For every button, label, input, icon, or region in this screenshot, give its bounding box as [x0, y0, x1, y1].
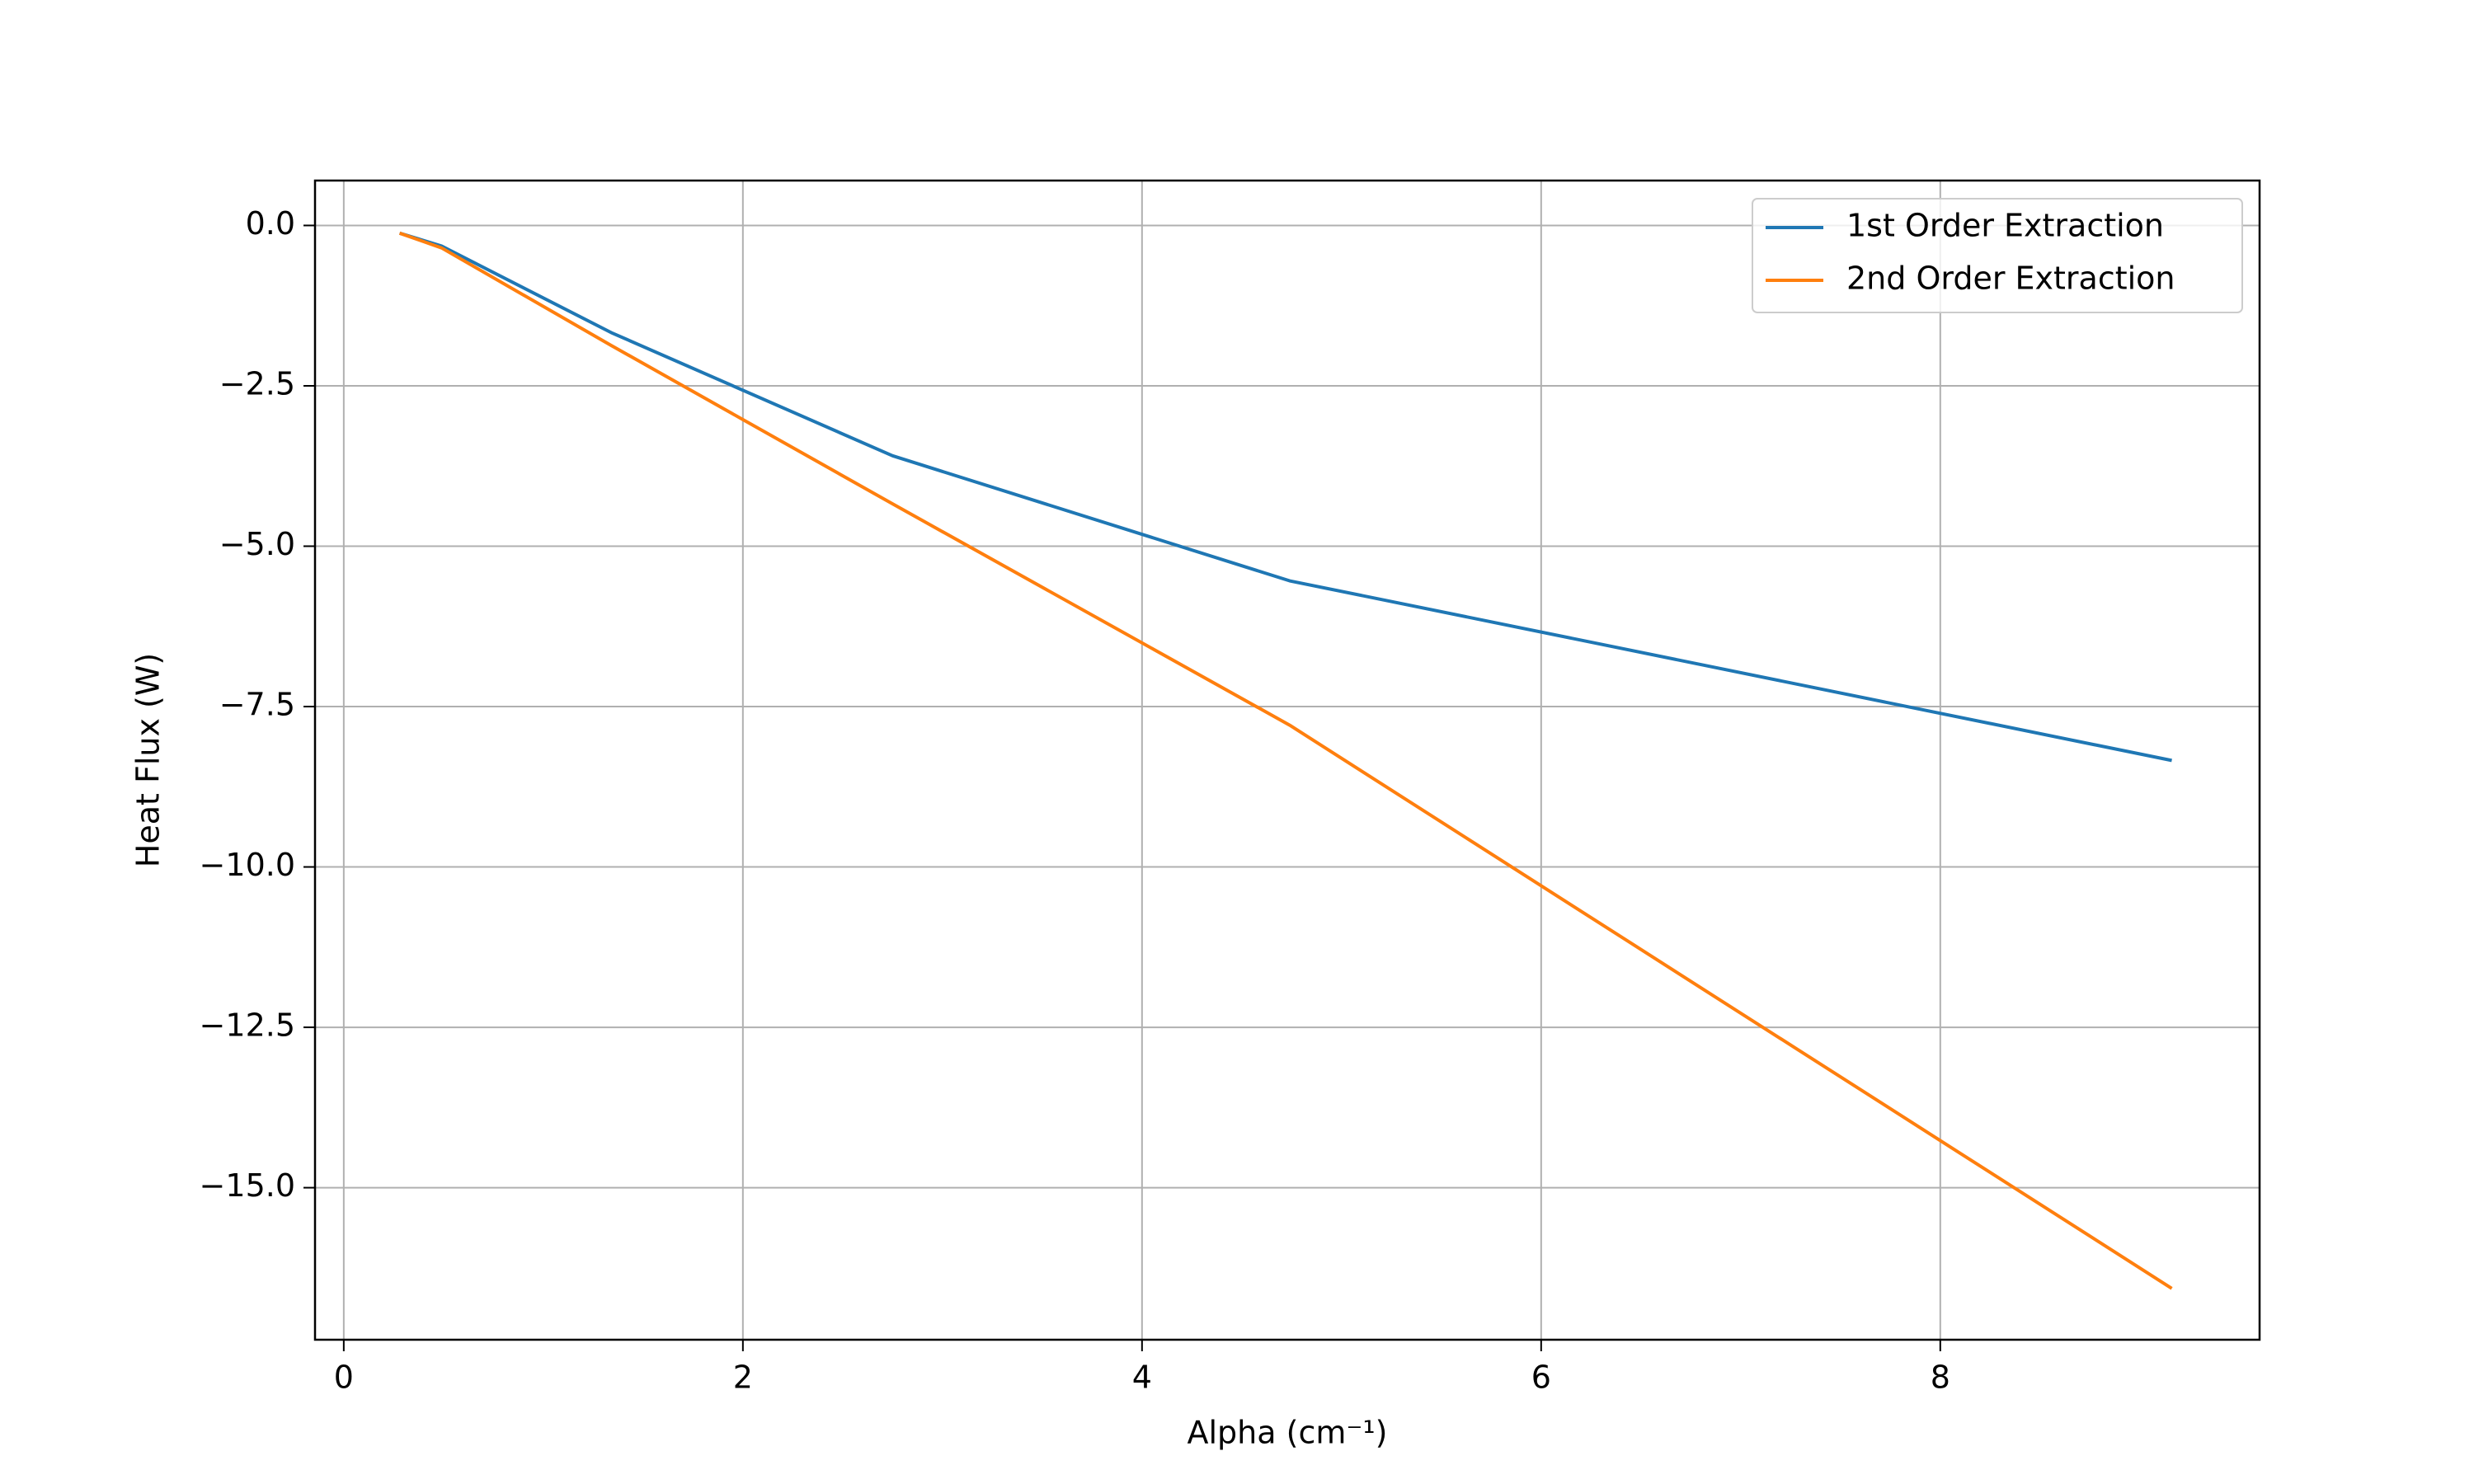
legend: 1st Order Extraction 2nd Order Extraction	[1752, 198, 2243, 313]
axes-frame	[313, 179, 2261, 1341]
y-tick-label: −12.5	[200, 1007, 295, 1044]
legend-label: 1st Order Extraction	[1846, 208, 2164, 244]
legend-box	[1752, 198, 2243, 313]
series-line	[398, 231, 2173, 1290]
y-tick-label: −2.5	[219, 365, 295, 402]
y-tick-label: −7.5	[219, 687, 295, 723]
y-tick-label: −5.0	[219, 526, 295, 562]
y-axis-label: Heat Flux (W)	[130, 653, 167, 868]
x-axis-label: Alpha (cm⁻¹)	[1188, 1415, 1388, 1451]
y-tick-label: −15.0	[200, 1167, 295, 1204]
y-tick-label: 0.0	[246, 205, 295, 242]
x-tick-label: 4	[1132, 1360, 1152, 1396]
legend-label: 2nd Order Extraction	[1846, 261, 2175, 297]
x-tick-label: 2	[733, 1360, 753, 1396]
x-tick-label: 8	[1931, 1360, 1950, 1396]
x-tick-label: 0	[334, 1360, 354, 1396]
x-tick-label: 6	[1531, 1360, 1551, 1396]
y-tick-label: −10.0	[200, 847, 295, 883]
